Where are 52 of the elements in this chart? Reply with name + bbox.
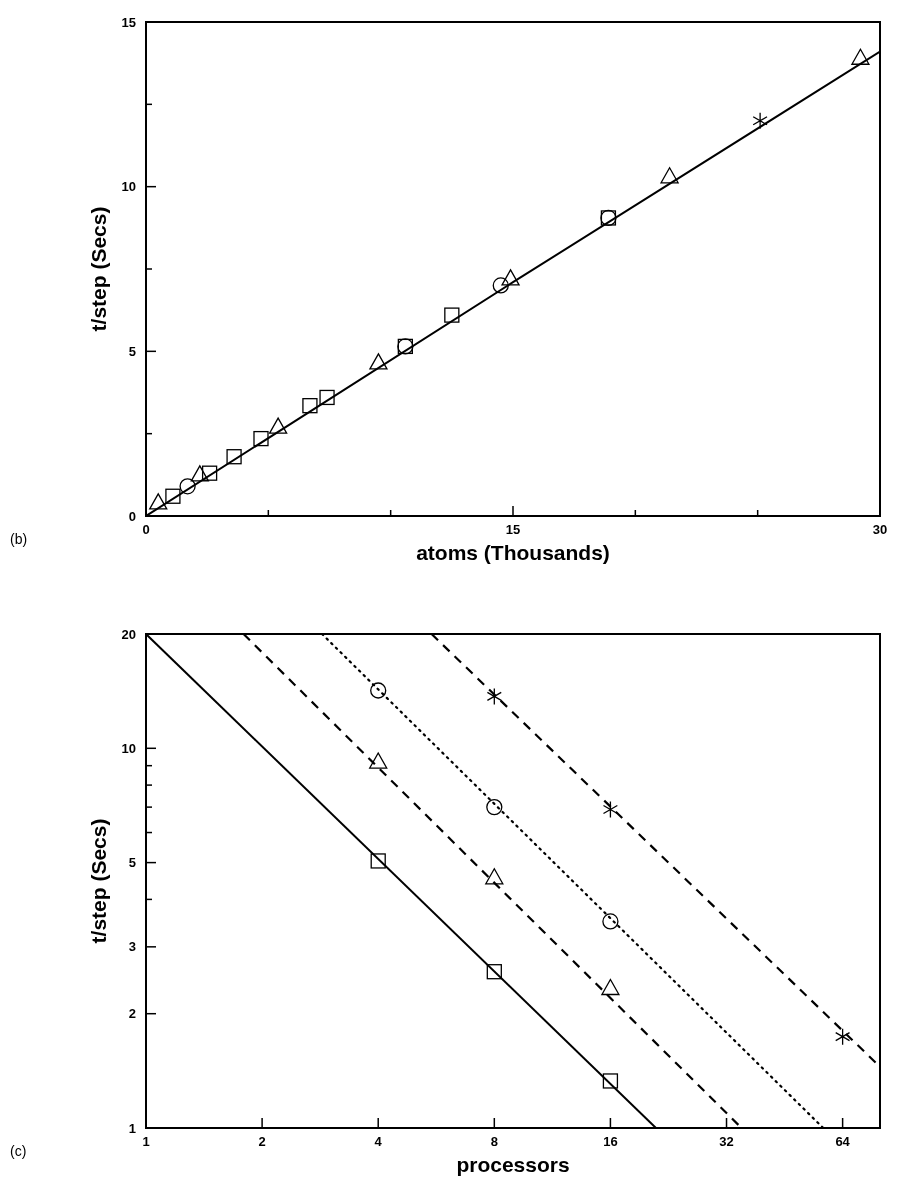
y-tick-label: 2	[128, 1006, 136, 1022]
point	[370, 853, 386, 869]
point	[660, 167, 679, 184]
y-tick-label: 3	[128, 939, 136, 955]
point	[486, 798, 503, 816]
point	[179, 478, 196, 495]
point	[485, 868, 504, 885]
point	[444, 307, 460, 323]
point	[486, 964, 502, 980]
point	[190, 465, 209, 482]
x-tick-label: 15	[505, 522, 521, 537]
x-axis-title: processors	[456, 1153, 570, 1176]
y-tick-label: 20	[121, 626, 136, 642]
point	[369, 353, 388, 370]
x-tick-label: 8	[490, 1134, 498, 1149]
x-tick-label: 16	[603, 1134, 618, 1149]
y-tick-label: 15	[121, 14, 136, 30]
y-tick-label: 5	[128, 343, 136, 359]
y-axis-title: t/step (Secs)	[87, 818, 110, 944]
point	[253, 430, 269, 447]
y-tick-label: 1	[128, 1120, 136, 1136]
point	[302, 398, 318, 414]
x-tick-label: 0	[142, 522, 150, 537]
x-tick-label: 1	[142, 1134, 150, 1149]
point	[319, 389, 335, 406]
x-tick-label: 4	[374, 1134, 383, 1149]
point	[851, 48, 870, 65]
point	[602, 1073, 619, 1089]
point	[268, 417, 288, 434]
point	[226, 449, 242, 465]
x-tick-label: 64	[835, 1134, 851, 1149]
point	[601, 978, 620, 996]
point	[501, 269, 520, 286]
y-tick-label: 5	[128, 855, 136, 871]
text: (b)	[10, 531, 28, 547]
x-tick-label: 30	[872, 522, 888, 537]
x-tick-label: 2	[258, 1134, 266, 1149]
y-tick-label: 10	[121, 740, 136, 756]
x-axis-title: atoms (Thousands)	[416, 541, 610, 564]
point	[752, 112, 768, 130]
point	[201, 465, 218, 481]
point	[149, 493, 168, 510]
x-tick-label: 32	[719, 1134, 734, 1149]
point	[492, 277, 509, 294]
point	[602, 913, 619, 930]
y-tick-label: 10	[121, 179, 136, 195]
point	[370, 682, 387, 699]
y-axis-title: t/step (Secs)	[87, 206, 110, 332]
point	[165, 488, 181, 504]
y-tick-label: 0	[128, 508, 136, 524]
text: (c)	[10, 1143, 27, 1159]
point	[369, 752, 388, 769]
